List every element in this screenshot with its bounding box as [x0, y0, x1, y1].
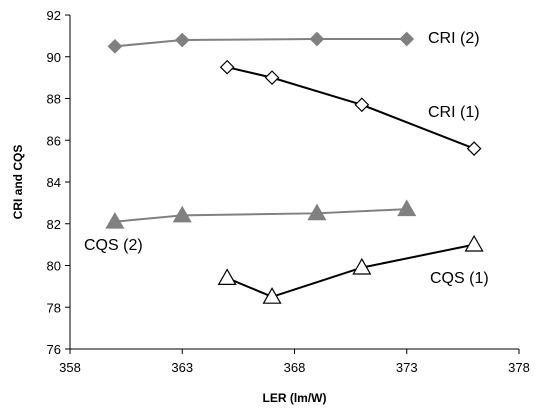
- data-point-diamond: [107, 38, 123, 54]
- x-tick-label: 358: [59, 360, 81, 375]
- series-cri-2: [107, 31, 415, 54]
- data-point-triangle: [217, 268, 237, 285]
- data-point-diamond: [264, 70, 280, 85]
- data-point-diamond: [399, 31, 415, 47]
- y-tick-label: 90: [47, 50, 61, 65]
- series-label: CQS (1): [430, 270, 489, 287]
- y-tick-label: 84: [47, 175, 61, 190]
- labels: CRI (2) CRI (1) CQS (2) CQS (1): [84, 30, 489, 287]
- y-tick-label: 78: [47, 300, 61, 315]
- data-point-diamond: [466, 141, 482, 156]
- series-layer: [105, 31, 484, 304]
- series-label: CRI (2): [428, 30, 480, 47]
- series-label: CQS (2): [84, 237, 143, 254]
- x-tick-label: 363: [171, 360, 193, 375]
- data-point-triangle: [307, 203, 327, 221]
- series-line: [226, 243, 475, 298]
- data-point-triangle: [397, 199, 417, 217]
- data-point-diamond: [354, 97, 370, 113]
- series-line: [226, 66, 475, 150]
- x-tick-label: 373: [396, 360, 418, 375]
- y-tick-label: 82: [47, 217, 61, 232]
- y-tick-label: 76: [47, 342, 61, 357]
- x-tick-label: 368: [284, 360, 306, 375]
- data-point-triangle: [262, 287, 282, 304]
- x-axis-label: LER (lm/W): [263, 391, 327, 405]
- series-cqs-1: [217, 234, 484, 304]
- data-point-triangle: [172, 205, 192, 223]
- y-tick-label: 92: [47, 8, 61, 23]
- y-tick-label: 80: [47, 259, 61, 274]
- data-point-triangle: [352, 257, 372, 275]
- data-point-triangle: [105, 211, 125, 229]
- data-point-diamond: [309, 31, 325, 47]
- y-axis-label: CRI and CQS: [11, 145, 25, 220]
- series-cqs-2: [105, 199, 417, 229]
- data-point-triangle: [464, 234, 484, 252]
- series-label: CRI (1): [428, 104, 480, 121]
- y-tick-label: 88: [47, 92, 61, 107]
- axes: 76 78 80 82 84 86 88 90 92 358 363 368 373 378: [47, 8, 530, 375]
- series-cri-1: [219, 59, 482, 156]
- series-line: [114, 208, 407, 223]
- x-tick-label: 378: [508, 360, 530, 375]
- data-point-diamond: [219, 59, 235, 75]
- y-tick-label: 86: [47, 133, 61, 148]
- series-line: [114, 38, 407, 48]
- data-point-diamond: [174, 32, 190, 48]
